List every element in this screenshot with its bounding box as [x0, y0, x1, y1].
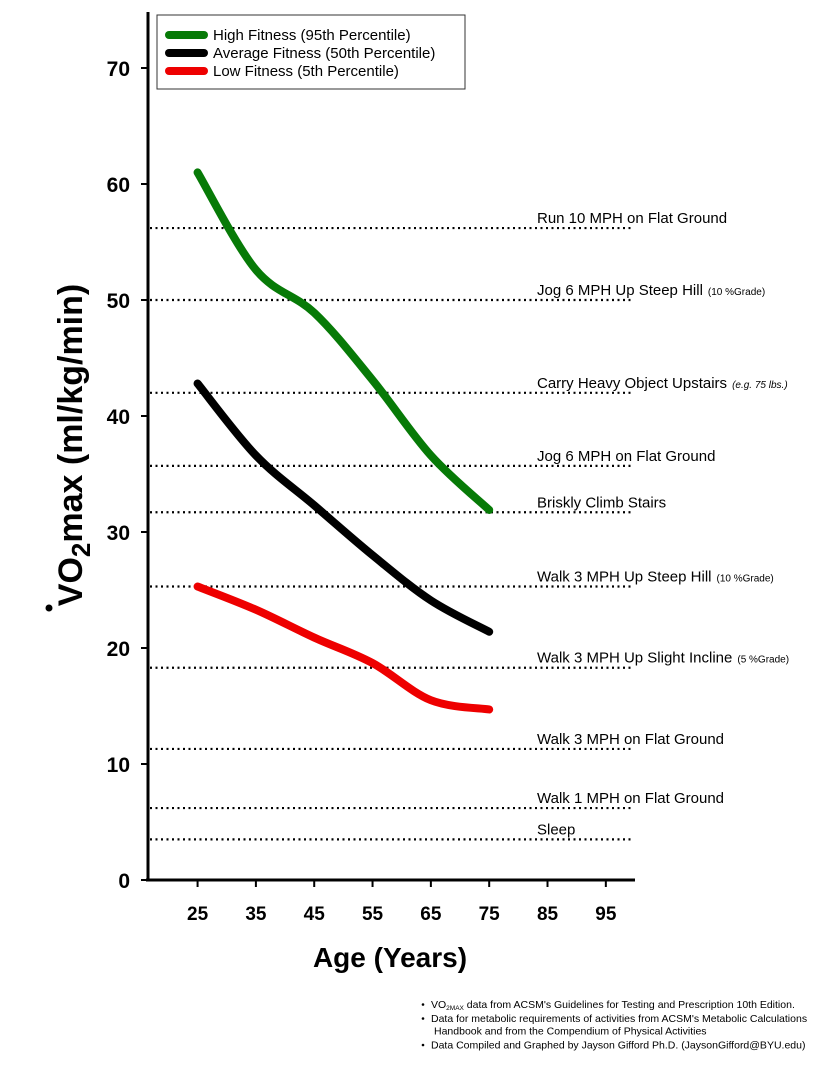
reference-label-text: Walk 3 MPH Up Slight Incline — [537, 650, 732, 667]
reference-label-text: Jog 6 MPH on Flat Ground — [537, 448, 715, 465]
axes — [146, 12, 635, 882]
footnote-sub: 2MAX — [446, 1005, 464, 1012]
x-tick-label: 55 — [362, 904, 384, 925]
svg-text:VO2max (ml/kg/min): VO2max (ml/kg/min) — [52, 284, 96, 606]
reference-label-note: (e.g. 75 lbs.) — [732, 380, 788, 391]
series-line-2 — [193, 582, 494, 714]
y-tick-label: 0 — [118, 870, 130, 893]
x-tick-label: 85 — [537, 904, 559, 925]
reference-label-text: Run 10 MPH on Flat Ground — [537, 210, 727, 227]
footnote: VO2MAX data from ACSM's Guidelines for T… — [431, 999, 795, 1012]
reference-label: Walk 3 MPH Up Slight Incline (5 %Grade) — [537, 650, 789, 667]
legend-label: Low Fitness (5th Percentile) — [213, 63, 399, 80]
y-tick-label: 70 — [107, 58, 130, 81]
footnote-text: Data Compiled and Graphed by Jayson Giff… — [431, 1040, 805, 1052]
reference-label-note: (10 %Grade) — [708, 287, 765, 298]
x-tick-label: 35 — [245, 904, 267, 925]
bullet-icon — [421, 1003, 425, 1006]
footnote: Data for metabolic requirements of activ… — [431, 1013, 807, 1025]
y-title-main: VO — [52, 557, 90, 606]
bullet-icon — [421, 1017, 425, 1020]
reference-label: Briskly Climb Stairs — [537, 494, 666, 511]
x-tick-label: 75 — [479, 904, 501, 925]
y-title-sub: 2 — [66, 543, 96, 557]
footnotes: VO2MAX data from ACSM's Guidelines for T… — [421, 999, 807, 1052]
y-tick-label: 50 — [107, 290, 130, 313]
reference-label: Sleep — [537, 821, 575, 838]
reference-label: Walk 3 MPH Up Steep Hill (10 %Grade) — [537, 569, 774, 586]
bullet-icon — [421, 1043, 425, 1047]
y-tick-label: 30 — [107, 522, 130, 545]
reference-label-text: Walk 3 MPH Up Steep Hill — [537, 569, 712, 586]
dot-accent — [45, 604, 53, 612]
footnote-text: Data for metabolic requirements of activ… — [431, 1013, 807, 1025]
reference-label: Jog 6 MPH Up Steep Hill (10 %Grade) — [537, 282, 765, 299]
reference-label: Jog 6 MPH on Flat Ground — [537, 448, 715, 465]
series-line-0 — [193, 168, 494, 514]
x-tick-label: 25 — [187, 904, 209, 925]
x-ticks: 25 35 45 55 65 75 85 95 — [187, 880, 617, 925]
footnote-pre: VO — [431, 999, 446, 1011]
x-tick-label: 45 — [304, 904, 326, 925]
reference-label: Run 10 MPH on Flat Ground — [537, 210, 727, 227]
y-tick-label: 10 — [107, 754, 130, 777]
series-line-1 — [193, 379, 494, 636]
reference-label-text: Briskly Climb Stairs — [537, 494, 666, 511]
legend-box — [156, 14, 466, 90]
x-tick-label: 65 — [420, 904, 442, 925]
y-tick-label: 60 — [107, 174, 130, 197]
reference-label-text: Carry Heavy Object Upstairs — [537, 375, 727, 392]
footnote: Data Compiled and Graphed by Jayson Giff… — [431, 1040, 805, 1052]
x-axis-title: Age (Years) — [313, 942, 467, 973]
reference-label-text: Walk 1 MPH on Flat Ground — [537, 790, 724, 807]
reference-label: Carry Heavy Object Upstairs (e.g. 75 lbs.… — [537, 375, 788, 392]
x-tick-label: 95 — [595, 904, 617, 925]
y-title-rest: max (ml/kg/min) — [52, 284, 90, 543]
legend: High Fitness (95th Percentile)Average Fi… — [156, 14, 466, 90]
reference-label-text: Walk 3 MPH on Flat Ground — [537, 731, 724, 748]
y-axis-title: VO2max (ml/kg/min) — [45, 284, 96, 612]
reference-label: Walk 3 MPH on Flat Ground — [537, 731, 724, 748]
legend-label: High Fitness (95th Percentile) — [213, 27, 411, 44]
legend-label: Average Fitness (50th Percentile) — [213, 45, 435, 62]
y-ticks: 0 10 20 30 40 50 60 70 — [107, 58, 148, 893]
footnote-text: data from ACSM's Guidelines for Testing … — [464, 999, 795, 1011]
reference-label-note: (5 %Grade) — [737, 655, 789, 666]
y-tick-label: 40 — [107, 406, 130, 429]
reference-label-text: Sleep — [537, 821, 575, 838]
reference-label-text: Jog 6 MPH Up Steep Hill — [537, 282, 703, 299]
reference-label: Walk 1 MPH on Flat Ground — [537, 790, 724, 807]
reference-lines: Run 10 MPH on Flat Ground Jog 6 MPH Up St… — [150, 210, 789, 841]
y-tick-label: 20 — [107, 638, 130, 661]
footnote-continued: Handbook and from the Compendium of Phys… — [434, 1026, 707, 1038]
reference-label-note: (10 %Grade) — [717, 574, 774, 585]
series-lines — [193, 168, 494, 714]
